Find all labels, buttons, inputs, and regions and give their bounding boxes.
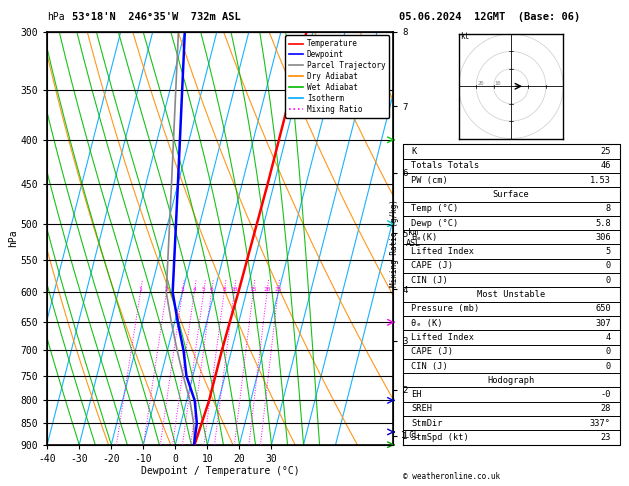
Text: 15: 15 [250,287,257,292]
Text: PW (cm): PW (cm) [411,175,448,185]
Text: CIN (J): CIN (J) [411,276,448,285]
Text: CAPE (J): CAPE (J) [411,347,454,356]
Text: 4: 4 [192,287,196,292]
Text: Totals Totals: Totals Totals [411,161,479,170]
Legend: Temperature, Dewpoint, Parcel Trajectory, Dry Adiabat, Wet Adiabat, Isotherm, Mi: Temperature, Dewpoint, Parcel Trajectory… [286,35,389,118]
Text: 05.06.2024  12GMT  (Base: 06): 05.06.2024 12GMT (Base: 06) [399,12,581,22]
Text: 306: 306 [595,233,611,242]
Text: Dewp (°C): Dewp (°C) [411,219,459,227]
Text: EH: EH [411,390,421,399]
Text: hPa: hPa [47,12,65,22]
Text: 6: 6 [209,287,213,292]
Text: 650: 650 [595,304,611,313]
Text: kt: kt [460,32,470,41]
Text: 20: 20 [264,287,270,292]
Text: 337°: 337° [590,419,611,428]
Text: Hodograph: Hodograph [487,376,535,385]
Y-axis label: hPa: hPa [8,229,18,247]
Text: CIN (J): CIN (J) [411,362,448,370]
Text: Lifted Index: Lifted Index [411,247,474,256]
Text: Temp (°C): Temp (°C) [411,204,459,213]
Text: StmSpd (kt): StmSpd (kt) [411,433,469,442]
Text: Surface: Surface [493,190,530,199]
X-axis label: Dewpoint / Temperature (°C): Dewpoint / Temperature (°C) [141,467,299,476]
Text: 5.8: 5.8 [595,219,611,227]
Text: θₑ (K): θₑ (K) [411,319,443,328]
Text: 25: 25 [601,147,611,156]
Text: 20: 20 [477,81,484,87]
Text: 5: 5 [202,287,206,292]
Text: K: K [411,147,416,156]
Text: 8: 8 [606,204,611,213]
Text: Mixing Ratio (g/kg): Mixing Ratio (g/kg) [390,199,399,287]
Text: 53°18'N  246°35'W  732m ASL: 53°18'N 246°35'W 732m ASL [72,12,241,22]
Text: θₑ(K): θₑ(K) [411,233,438,242]
Text: 0: 0 [606,362,611,370]
Text: © weatheronline.co.uk: © weatheronline.co.uk [403,472,499,481]
Text: 0: 0 [606,261,611,270]
Text: 28: 28 [601,404,611,414]
Text: 25: 25 [274,287,282,292]
Text: 2: 2 [165,287,169,292]
Text: Lifted Index: Lifted Index [411,333,474,342]
Text: 4: 4 [606,333,611,342]
Text: 8: 8 [222,287,226,292]
Text: Pressure (mb): Pressure (mb) [411,304,479,313]
Text: 1: 1 [138,287,142,292]
Text: 1.53: 1.53 [590,175,611,185]
Text: 3: 3 [181,287,184,292]
Text: CAPE (J): CAPE (J) [411,261,454,270]
Text: SREH: SREH [411,404,432,414]
Y-axis label: km
ASL: km ASL [406,228,421,248]
Text: 46: 46 [601,161,611,170]
Text: Most Unstable: Most Unstable [477,290,545,299]
Text: 0: 0 [606,276,611,285]
Text: StmDir: StmDir [411,419,443,428]
Text: 1LCL: 1LCL [400,431,418,440]
Text: 23: 23 [601,433,611,442]
Text: 0: 0 [606,347,611,356]
Text: 307: 307 [595,319,611,328]
Text: 5: 5 [606,247,611,256]
Text: 10: 10 [494,81,501,87]
Text: 10: 10 [230,287,238,292]
Text: -0: -0 [601,390,611,399]
